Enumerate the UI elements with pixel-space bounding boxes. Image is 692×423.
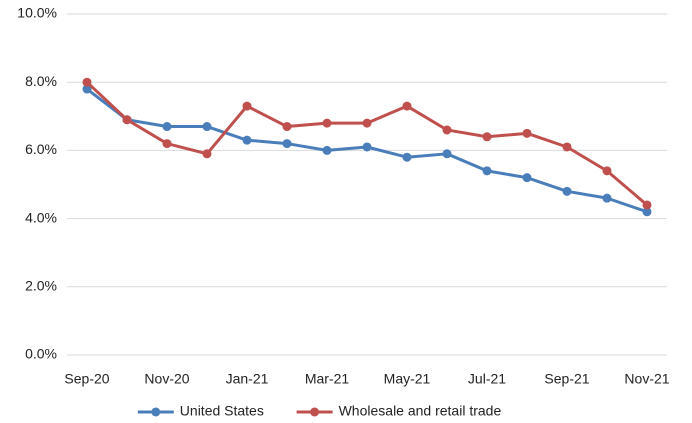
data-point xyxy=(442,125,452,135)
y-tick-label: 4.0% xyxy=(25,209,57,225)
data-point xyxy=(282,122,292,132)
data-point xyxy=(642,200,652,210)
data-point xyxy=(322,145,332,155)
legend-marker xyxy=(310,407,320,417)
x-tick-label: Sep-21 xyxy=(544,371,589,387)
data-point xyxy=(362,142,372,152)
x-tick-label: Jul-21 xyxy=(468,371,506,387)
y-tick-label: 0.0% xyxy=(25,346,57,362)
legend-marker xyxy=(151,407,161,417)
data-point xyxy=(202,122,212,132)
data-point xyxy=(122,115,132,125)
data-point xyxy=(82,84,92,94)
data-point xyxy=(602,193,612,203)
data-point xyxy=(402,152,412,162)
data-point xyxy=(442,149,452,159)
data-point xyxy=(522,128,532,138)
data-point xyxy=(362,118,372,128)
data-point xyxy=(162,122,172,132)
data-point xyxy=(482,166,492,176)
data-point xyxy=(522,173,532,183)
x-tick-label: May-21 xyxy=(384,371,431,387)
data-point xyxy=(282,139,292,149)
data-point xyxy=(202,149,212,159)
data-point xyxy=(562,142,572,152)
data-point xyxy=(322,118,332,128)
x-tick-label: Nov-20 xyxy=(144,371,189,387)
x-tick-label: Nov-21 xyxy=(624,371,669,387)
data-point xyxy=(642,207,652,217)
x-tick-label: Sep-20 xyxy=(64,371,109,387)
legend-label: United States xyxy=(180,403,264,419)
data-point xyxy=(402,101,412,111)
data-point xyxy=(82,77,92,87)
y-tick-label: 2.0% xyxy=(25,278,57,294)
data-point xyxy=(162,139,172,149)
data-point xyxy=(242,135,252,145)
data-point xyxy=(602,166,612,176)
x-tick-label: Mar-21 xyxy=(305,371,350,387)
data-point xyxy=(482,132,492,142)
x-tick-label: Jan-21 xyxy=(226,371,269,387)
legend-label: Wholesale and retail trade xyxy=(339,403,502,419)
y-tick-label: 6.0% xyxy=(25,141,57,157)
data-point xyxy=(242,101,252,111)
data-point xyxy=(562,186,572,196)
y-tick-label: 10.0% xyxy=(17,5,57,21)
y-tick-label: 8.0% xyxy=(25,73,57,89)
